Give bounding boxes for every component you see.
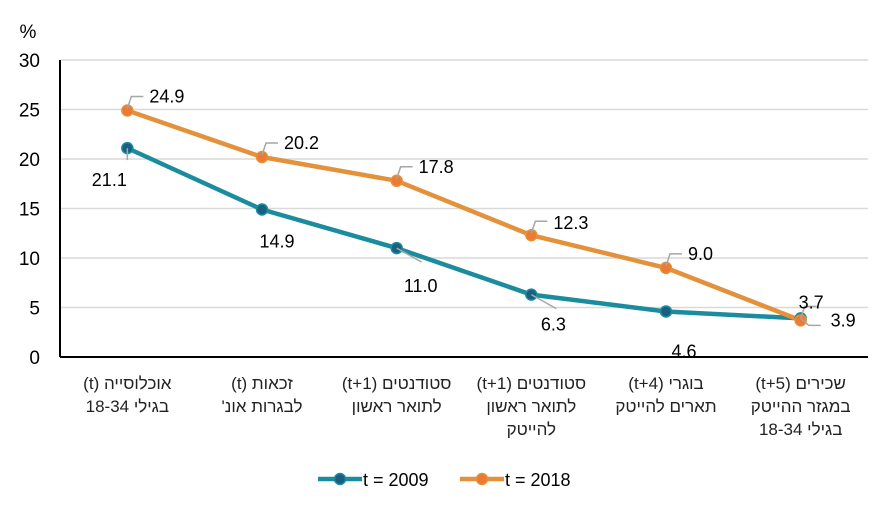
leader-line	[530, 293, 557, 310]
data-label: 3.9	[831, 310, 856, 330]
leader-line	[799, 305, 817, 319]
legend-label: t = 2018	[505, 470, 571, 490]
y-tick-label: 30	[19, 51, 40, 72]
x-category-line: סטודנטים (t+1)	[477, 374, 587, 393]
y-axis: 0 5 10 15 20 25 30	[19, 51, 868, 369]
x-category-line: להייטק	[507, 420, 556, 439]
leader-line	[261, 142, 278, 156]
x-category-line: בוגרי (t+4)	[628, 374, 703, 393]
leader-line	[665, 253, 682, 267]
data-point	[255, 203, 269, 216]
legend-item: t = 2018	[460, 470, 571, 490]
x-category-line: תארים להייטק	[615, 397, 716, 416]
series-line-2018	[126, 108, 802, 323]
legend-marker	[333, 472, 347, 486]
x-category-line: בגילי 18-34	[759, 420, 842, 439]
data-label: 3.7	[799, 292, 824, 312]
data-point	[121, 104, 134, 117]
x-category-line: במגזר ההייטק	[751, 397, 851, 416]
x-category-label: אוכלוסייה (t) בגילי 18-34	[83, 374, 172, 416]
x-category-line: סטודנטים (t+1)	[342, 374, 452, 393]
x-category-label: זכאות (t) לבגרות אונ'	[222, 374, 303, 416]
data-point	[525, 228, 538, 242]
data-point	[659, 261, 673, 275]
y-tick-label: 0	[29, 348, 40, 369]
legend: t = 2009 t = 2018	[318, 470, 571, 490]
x-category-label: סטודנטים (t+1) לתואר ראשון	[342, 374, 452, 416]
data-point	[390, 174, 403, 188]
x-category-label: סטודנטים (t+1) לתואר ראשון להייטק	[477, 374, 587, 439]
y-tick-label: 20	[19, 150, 40, 171]
y-tick-label: 10	[19, 249, 40, 270]
data-label: 21.1	[92, 170, 127, 190]
data-label: 14.9	[259, 231, 294, 251]
data-label: 20.2	[284, 133, 319, 153]
x-category-line: שכירים (t+5)	[755, 374, 846, 393]
data-label: 9.0	[688, 244, 713, 264]
leader-line	[126, 95, 144, 109]
leader-line	[396, 247, 423, 263]
legend-marker	[475, 472, 489, 486]
legend-label: t = 2009	[363, 470, 429, 490]
legend-item: t = 2009	[318, 470, 429, 490]
data-labels: 21.1 14.9 11.0 6.3 4.6 3.9 24.9 20.2 17.8 12.3 9.0…	[92, 86, 856, 361]
x-category-line: אוכלוסייה (t)	[83, 374, 172, 393]
x-category-line: לתואר ראשון	[486, 397, 576, 416]
data-label: 12.3	[553, 213, 588, 233]
y-axis-unit-label: %	[20, 22, 37, 43]
x-category-line: לבגרות אונ'	[222, 397, 303, 416]
data-label: 6.3	[541, 315, 566, 335]
leader-line	[395, 166, 413, 180]
series-line-2009	[126, 146, 801, 321]
data-label: 24.9	[149, 86, 184, 106]
y-tick-label: 15	[19, 200, 40, 221]
data-point	[255, 150, 269, 164]
data-point	[794, 314, 807, 327]
data-label: 4.6	[671, 341, 696, 361]
x-category-line: בגילי 18-34	[86, 397, 169, 416]
leader-line	[800, 317, 821, 327]
x-category-label: שכירים (t+5) במגזר ההייטק בגילי 18-34	[751, 374, 851, 439]
y-tick-label: 5	[29, 299, 40, 320]
leader-line	[530, 220, 548, 234]
y-tick-label: 25	[19, 101, 40, 122]
data-label: 17.8	[419, 157, 454, 177]
x-category-line: זכאות (t)	[231, 374, 293, 393]
x-axis-categories: אוכלוסייה (t) בגילי 18-34 זכאות (t) לבגרות …	[83, 374, 850, 439]
x-category-label: בוגרי (t+4) תארים להייטק	[615, 374, 716, 416]
data-point	[659, 305, 673, 318]
series-group	[121, 104, 807, 327]
data-label: 11.0	[404, 276, 438, 296]
x-category-line: לתואר ראשון	[352, 397, 442, 416]
